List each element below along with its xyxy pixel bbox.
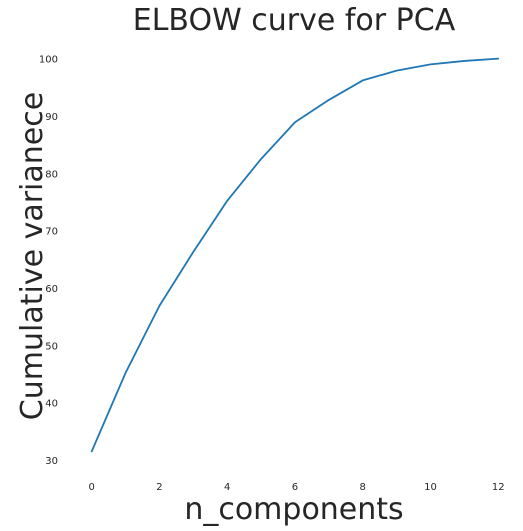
x-tick-label: 10: [424, 482, 437, 493]
data-point: [191, 249, 196, 254]
data-point: [360, 78, 365, 83]
y-tick-labels: 30 40 50 60 70 80 90 100: [39, 55, 58, 467]
x-tick-label: 2: [156, 482, 162, 493]
series-lines: [90, 57, 500, 453]
y-tick-label: 30: [45, 456, 58, 467]
x-axis-label: n_components: [184, 492, 403, 527]
y-tick-label: 60: [45, 284, 58, 295]
y-tick-label: 40: [45, 399, 58, 410]
data-point: [157, 303, 162, 308]
data-point: [89, 449, 94, 454]
x-tick-label: 0: [89, 482, 95, 493]
data-point: [225, 198, 230, 203]
y-tick-label: 70: [45, 227, 58, 238]
y-tick-label: 90: [45, 112, 58, 123]
data-points: [89, 56, 501, 454]
x-tick-label: 12: [492, 482, 505, 493]
y-tick-label: 100: [39, 55, 58, 66]
data-point: [123, 370, 128, 375]
y-tick-label: 50: [45, 341, 58, 352]
data-point: [394, 68, 399, 73]
data-point: [259, 156, 264, 161]
chart-title: ELBOW curve for PCA: [133, 3, 456, 38]
series-line: [90, 57, 500, 453]
y-axis-label: Cumulative varianece: [15, 92, 50, 420]
x-tick-label: 8: [360, 482, 366, 493]
x-tick-label: 4: [224, 482, 230, 493]
data-point: [496, 56, 501, 61]
data-point: [428, 62, 433, 67]
y-tick-label: 80: [45, 169, 58, 180]
x-tick-label: 6: [292, 482, 298, 493]
data-point: [462, 58, 467, 63]
data-point: [292, 120, 297, 125]
data-point: [326, 97, 331, 102]
x-tick-labels: 0 2 4 6 8 10 12: [89, 482, 505, 493]
